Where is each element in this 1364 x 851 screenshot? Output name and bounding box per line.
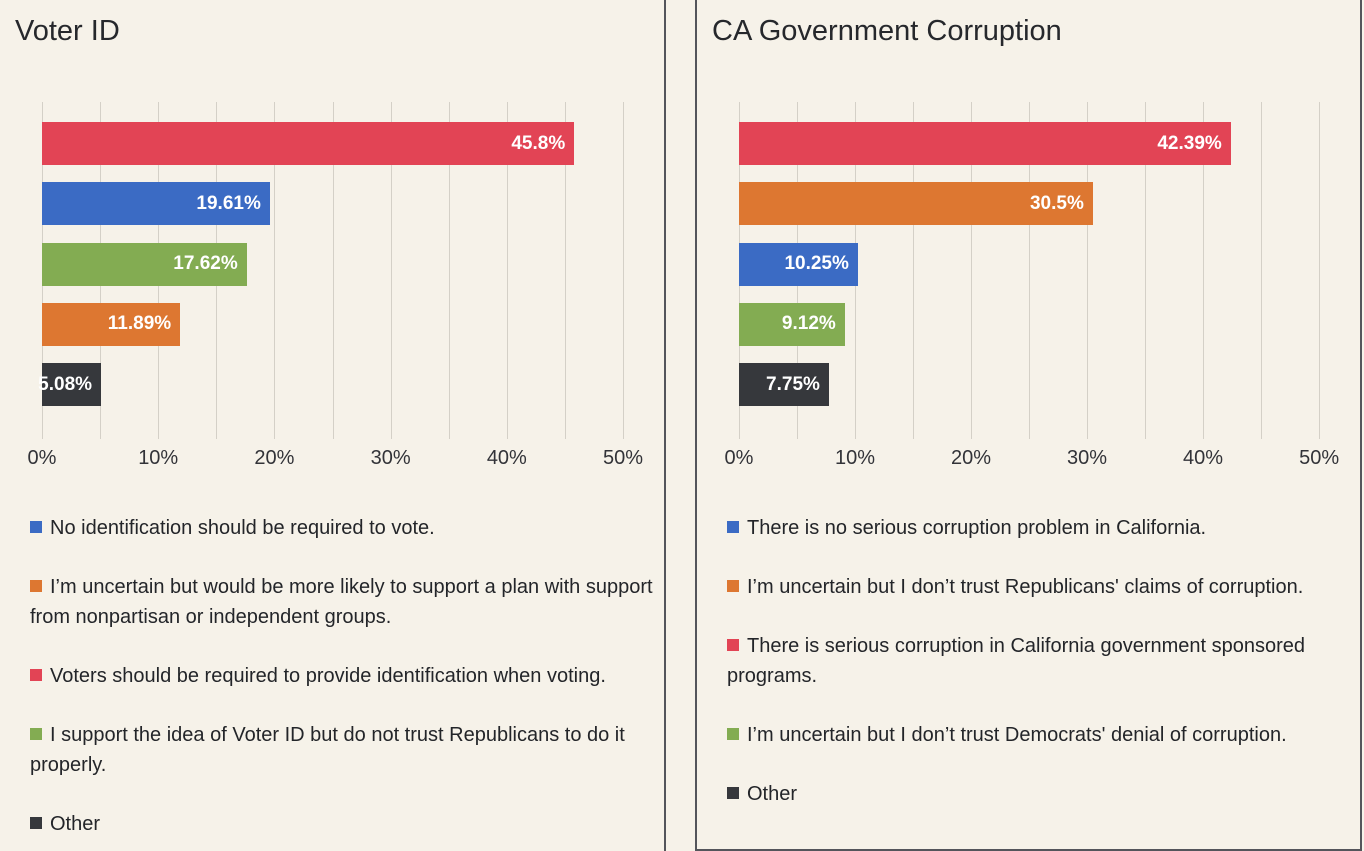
x-axis-tick-label: 0% — [724, 447, 754, 469]
legend-text: I’m uncertain but would be more likely t… — [30, 576, 653, 628]
bar-value-label: 10.25% — [784, 253, 849, 274]
legend-text: There is no serious corruption problem i… — [747, 517, 1207, 539]
gridline — [506, 102, 508, 439]
legend-item: Voters should be required to provide ide… — [30, 661, 658, 691]
x-axis-tick-label: 10% — [138, 447, 179, 469]
x-axis-tick-label: 40% — [1183, 447, 1224, 469]
gridline — [564, 102, 566, 439]
bar-plot: 42.39% 30.5% 10.25% 9.12% 7.75% — [739, 102, 1351, 439]
legend: There is no serious corruption problem i… — [727, 513, 1354, 809]
gridline — [913, 102, 915, 439]
legend-swatch-orange — [30, 580, 42, 592]
gridline — [274, 102, 276, 439]
bar-value-label: 42.39% — [1157, 132, 1222, 154]
x-axis-tick-label: 30% — [370, 447, 411, 469]
chart-panel-ca-corruption: CA Government Corruption 42.39% 30.5% 10.2… — [695, 0, 1362, 851]
legend-text: No identification should be required to … — [50, 517, 435, 539]
bar-dark[interactable]: 5.08% — [38, 363, 102, 406]
bar-green[interactable]: 9.12% — [739, 302, 845, 346]
x-axis-tick-label: 50% — [603, 447, 644, 469]
bar-value-label: 9.12% — [781, 313, 836, 335]
gridline — [1319, 102, 1321, 439]
x-axis: 0% 10% 20% 30% 40% 50% — [28, 447, 655, 473]
legend-text: I’m uncertain but I don’t trust Republic… — [747, 576, 1304, 598]
legend-swatch-green — [30, 728, 42, 740]
legend-swatch-orange — [727, 580, 739, 592]
legend-swatch-dark — [727, 787, 739, 799]
x-axis-tick-label: 10% — [835, 447, 876, 469]
gridline — [448, 102, 450, 439]
chart-title: CA Government Corruption — [712, 15, 1062, 47]
bar-value-label: 5.08% — [38, 373, 93, 395]
legend: No identification should be required to … — [30, 513, 658, 839]
x-axis-tick-label: 40% — [486, 447, 527, 469]
gridline — [1029, 102, 1031, 439]
gridline — [971, 102, 973, 439]
legend-text: I’m uncertain but I don’t trust Democrat… — [747, 724, 1287, 746]
legend-item: I’m uncertain but I don’t trust Democrat… — [727, 720, 1354, 750]
legend-item: I’m uncertain but would be more likely t… — [30, 572, 658, 632]
bar-value-label: 11.89% — [107, 313, 172, 335]
bar-red[interactable]: 45.8% — [42, 122, 575, 165]
legend-text: Voters should be required to provide ide… — [50, 665, 606, 687]
gridline — [1145, 102, 1147, 439]
gridline — [332, 102, 334, 439]
legend-text: There is serious corruption in Californi… — [727, 635, 1306, 687]
bar-dark[interactable]: 7.75% — [739, 363, 829, 406]
gridline — [1087, 102, 1089, 439]
x-axis-tick-label: 20% — [254, 447, 295, 469]
legend-swatch-blue — [727, 521, 739, 533]
gridline — [1203, 102, 1205, 439]
legend-swatch-red — [727, 639, 739, 651]
x-axis: 0% 10% 20% 30% 40% 50% — [725, 447, 1351, 473]
x-axis-tick-label: 20% — [951, 447, 992, 469]
gridline — [1261, 102, 1263, 439]
legend-swatch-dark — [30, 817, 42, 829]
legend-swatch-blue — [30, 521, 42, 533]
legend-text: Other — [50, 813, 101, 835]
chart-panel-voter-id: Voter ID 45.8% 19.61% 17.62% 11.89% 5.08% 0%… — [0, 0, 666, 851]
legend-item: I’m uncertain but I don’t trust Republic… — [727, 572, 1354, 602]
bar-red[interactable]: 42.39% — [739, 122, 1231, 165]
bar-value-label: 7.75% — [766, 373, 820, 395]
bar-blue[interactable]: 10.25% — [739, 242, 858, 286]
legend-item: There is no serious corruption problem i… — [727, 513, 1354, 543]
bar-plot: 45.8% 19.61% 17.62% 11.89% 5.08% — [38, 102, 655, 439]
x-axis-tick-label: 30% — [1067, 447, 1108, 469]
legend-item: Other — [727, 779, 1354, 809]
x-axis-tick-label: 50% — [1299, 447, 1340, 469]
bar-orange[interactable]: 11.89% — [42, 302, 181, 346]
bar-value-label: 45.8% — [511, 132, 566, 154]
legend-text: I support the idea of Voter ID but do no… — [30, 724, 625, 776]
x-axis-tick-label: 0% — [27, 447, 57, 469]
bar-value-label: 19.61% — [196, 192, 261, 214]
legend-item: I support the idea of Voter ID but do no… — [30, 720, 658, 780]
bar-orange[interactable]: 30.5% — [739, 182, 1093, 226]
gridline — [390, 102, 392, 439]
bar-value-label: 17.62% — [173, 253, 238, 274]
legend-item: Other — [30, 809, 658, 839]
legend-item: No identification should be required to … — [30, 513, 658, 543]
legend-swatch-green — [727, 728, 739, 740]
legend-text: Other — [747, 783, 798, 805]
bar-blue[interactable]: 19.61% — [42, 182, 270, 226]
bar-green[interactable]: 17.62% — [42, 242, 247, 286]
bar-value-label: 30.5% — [1029, 192, 1084, 214]
chart-title: Voter ID — [15, 15, 120, 47]
gridline — [623, 102, 625, 439]
legend-item: There is serious corruption in Californi… — [727, 631, 1354, 691]
legend-swatch-red — [30, 669, 42, 681]
